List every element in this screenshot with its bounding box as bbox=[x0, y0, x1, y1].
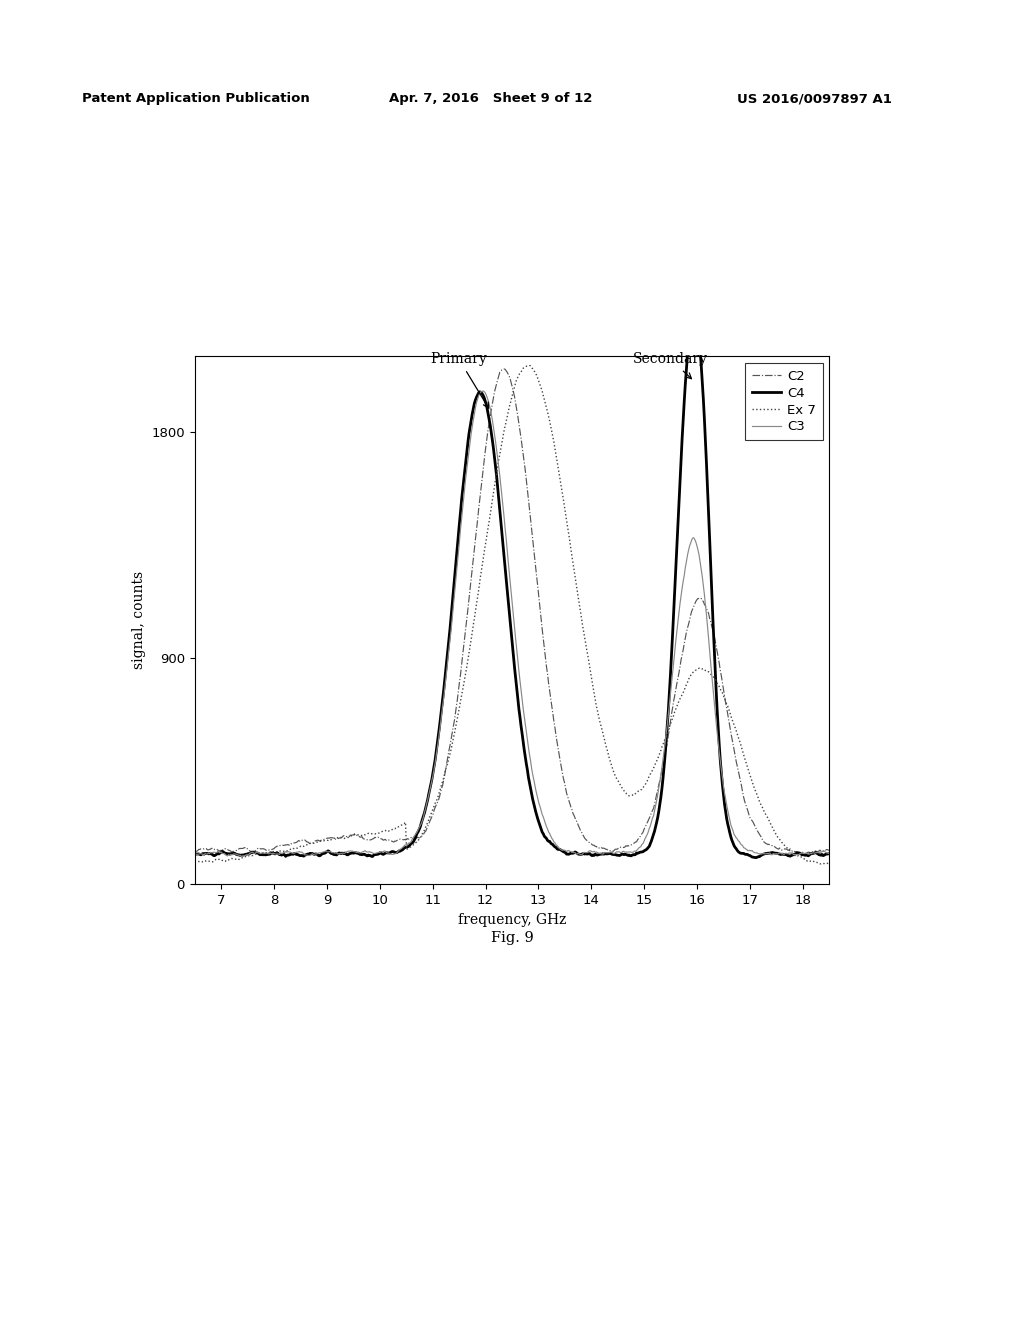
C4 bbox=[301, 846, 313, 862]
Line: Ex 7: Ex 7 bbox=[195, 366, 829, 865]
C3 bbox=[614, 845, 627, 861]
C2 bbox=[563, 796, 575, 812]
C3 bbox=[302, 847, 314, 863]
C4 bbox=[476, 385, 488, 401]
C3 bbox=[188, 846, 201, 862]
Ex 7 bbox=[523, 358, 536, 374]
C2 bbox=[301, 834, 313, 850]
Ex 7 bbox=[613, 776, 626, 792]
C3 bbox=[823, 846, 836, 862]
C3 bbox=[669, 644, 681, 660]
C4 bbox=[612, 847, 625, 863]
Line: C3: C3 bbox=[195, 391, 829, 857]
Text: Secondary: Secondary bbox=[633, 352, 709, 379]
C2 bbox=[613, 840, 626, 855]
Text: Fig. 9: Fig. 9 bbox=[490, 931, 534, 945]
Legend: C2, C4, Ex 7, C3: C2, C4, Ex 7, C3 bbox=[745, 363, 823, 440]
C2 bbox=[823, 842, 836, 858]
C4 bbox=[684, 323, 696, 339]
C2 bbox=[668, 693, 680, 709]
C4 bbox=[667, 627, 679, 643]
Ex 7 bbox=[819, 857, 831, 873]
X-axis label: frequency, GHz: frequency, GHz bbox=[458, 912, 566, 927]
Line: C4: C4 bbox=[195, 331, 829, 858]
C4 bbox=[562, 846, 574, 862]
C3 bbox=[236, 849, 248, 865]
Ex 7 bbox=[668, 708, 680, 723]
Text: Patent Application Publication: Patent Application Publication bbox=[82, 92, 309, 106]
Text: US 2016/0097897 A1: US 2016/0097897 A1 bbox=[737, 92, 892, 106]
Line: C2: C2 bbox=[195, 370, 829, 854]
Ex 7 bbox=[351, 826, 364, 842]
C2 bbox=[188, 843, 201, 859]
C4 bbox=[823, 846, 836, 862]
Ex 7 bbox=[188, 854, 201, 870]
Ex 7 bbox=[476, 560, 488, 576]
Text: Apr. 7, 2016   Sheet 9 of 12: Apr. 7, 2016 Sheet 9 of 12 bbox=[389, 92, 593, 106]
C2 bbox=[498, 362, 510, 378]
C2 bbox=[351, 828, 364, 843]
C3 bbox=[477, 383, 489, 399]
C2 bbox=[804, 846, 816, 862]
C3 bbox=[352, 845, 365, 861]
Text: Primary: Primary bbox=[431, 352, 488, 408]
Y-axis label: signal, counts: signal, counts bbox=[132, 572, 145, 669]
C2 bbox=[476, 474, 488, 490]
C4 bbox=[751, 850, 763, 866]
C4 bbox=[351, 845, 364, 861]
C4 bbox=[188, 846, 201, 862]
Ex 7 bbox=[563, 533, 575, 549]
C3 bbox=[564, 843, 577, 859]
Ex 7 bbox=[823, 855, 836, 871]
C3 bbox=[478, 384, 490, 400]
Ex 7 bbox=[301, 837, 313, 853]
